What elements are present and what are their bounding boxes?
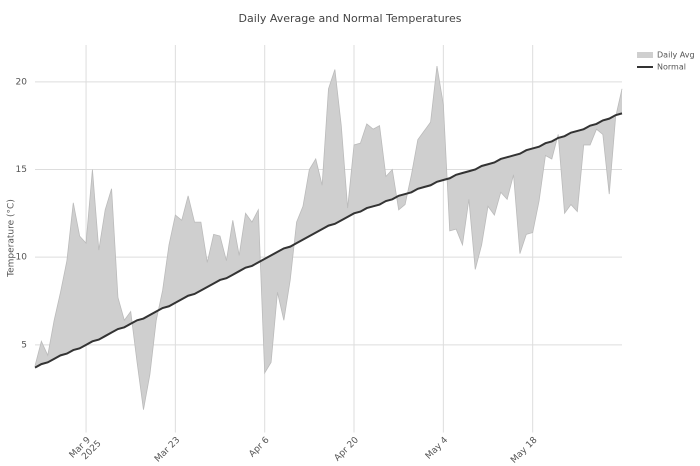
y-axis-label: Temperature (°C) bbox=[7, 199, 17, 278]
x-tick: May 4 bbox=[424, 435, 450, 461]
x-tick: Mar 23 bbox=[153, 435, 182, 464]
x-tick: Apr 6 bbox=[247, 435, 271, 459]
normal-line bbox=[34, 112, 623, 369]
x-tick-label: Mar 23 bbox=[153, 435, 182, 464]
daily-line bbox=[34, 65, 623, 410]
y-tick-label: 5 bbox=[21, 340, 27, 350]
legend-label: Normal bbox=[657, 63, 686, 72]
x-tick-label: Apr 6 bbox=[247, 435, 271, 459]
x-tick-label: May 18 bbox=[509, 435, 540, 466]
x-tick: May 18 bbox=[509, 435, 540, 466]
x-tick-label: May 4 bbox=[424, 435, 450, 461]
chart-title: Daily Average and Normal Temperatures bbox=[239, 12, 462, 25]
legend-label: Daily Avg bbox=[657, 51, 695, 60]
legend-swatch bbox=[637, 52, 653, 58]
y-tick-label: 10 bbox=[16, 253, 28, 263]
x-tick-label: Apr 20 bbox=[333, 435, 361, 463]
y-tick-label: 15 bbox=[16, 165, 27, 175]
fill-between bbox=[35, 66, 622, 410]
y-tick-label: 20 bbox=[16, 77, 28, 87]
x-tick: Apr 20 bbox=[333, 435, 361, 463]
